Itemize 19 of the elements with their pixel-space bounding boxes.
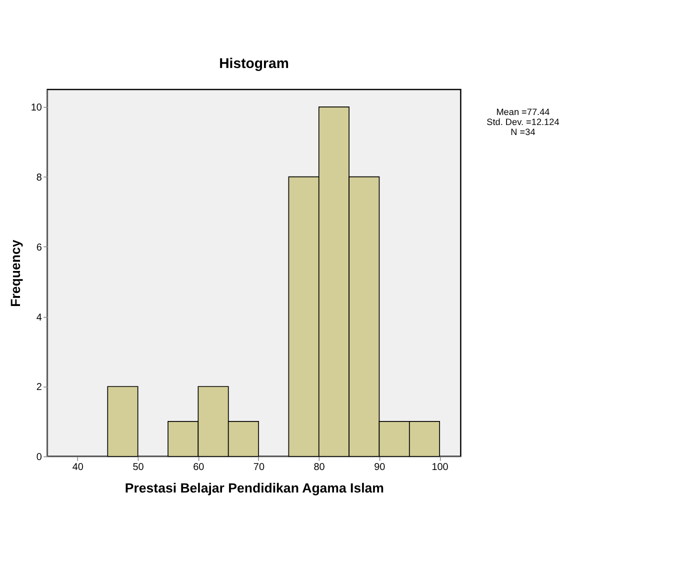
y-tick-label: 10 <box>30 102 42 114</box>
y-tick-label: 4 <box>36 312 42 324</box>
x-tick-label: 40 <box>72 462 84 474</box>
x-tick-label: 80 <box>314 462 326 474</box>
x-tick-label: 70 <box>253 462 265 474</box>
x-tick-label: 90 <box>374 462 386 474</box>
y-axis-title: Frequency <box>8 239 24 307</box>
x-tick-label: 60 <box>193 462 205 474</box>
text: Mean =77.44 <box>496 107 550 118</box>
y-tick-label: 8 <box>36 172 42 184</box>
y-tick-label: 2 <box>36 382 42 394</box>
text: N =34 <box>510 127 536 138</box>
y-tick-label: 0 <box>36 452 42 464</box>
x-tick-label: 50 <box>132 462 144 474</box>
text: Std. Dev. =12.124 <box>486 117 560 128</box>
x-tick-label: 100 <box>432 462 449 474</box>
y-tick-label: 6 <box>36 242 42 254</box>
chart-title: Histogram <box>219 54 289 71</box>
x-axis-title: Prestasi Belajar Pendidikan Agama Islam <box>124 480 384 496</box>
